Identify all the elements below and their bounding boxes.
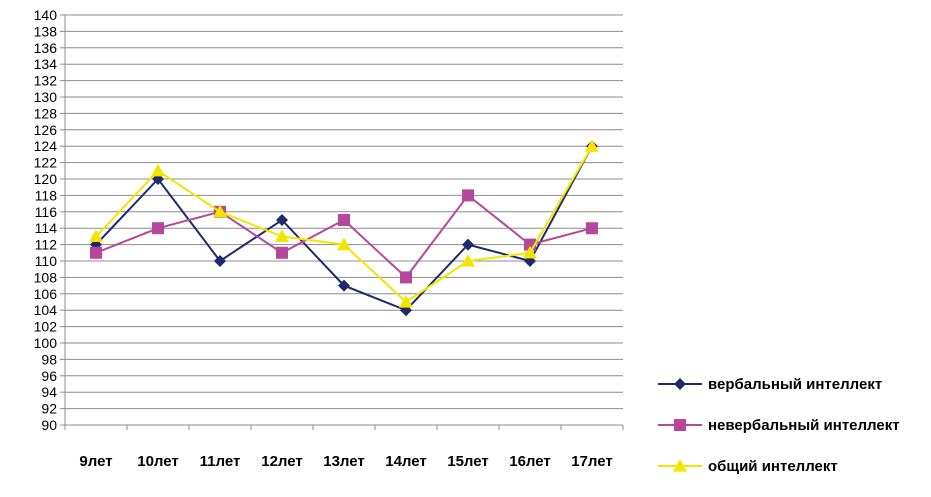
data-point <box>585 139 599 152</box>
y-tick-label: 118 <box>35 187 58 203</box>
y-tick-label: 130 <box>34 89 58 105</box>
y-tick-label: 92 <box>41 401 57 417</box>
y-tick-label: 140 <box>34 7 58 23</box>
legend-marker <box>673 459 687 472</box>
x-tick-label: 14лет <box>385 453 427 470</box>
x-tick-label: 11лет <box>200 453 241 470</box>
data-point <box>89 229 103 242</box>
data-point <box>214 255 226 267</box>
y-tick-label: 106 <box>34 286 58 302</box>
series-line <box>95 193 593 279</box>
legend-label: общий интеллект <box>708 458 838 475</box>
series-lines <box>89 139 599 317</box>
data-point <box>462 189 474 202</box>
data-point <box>152 222 164 235</box>
y-tick-label: 108 <box>34 269 58 285</box>
y-tick-label: 110 <box>35 253 58 269</box>
data-point <box>462 238 474 251</box>
x-axis-ticks: 9лет 10лет 11лет 12лет 13лет 14лет 15лет 16лет 1… <box>79 453 612 470</box>
legend-item-2: общий интеллект <box>658 458 838 475</box>
legend: вербальный интеллект невербальный интелле… <box>658 376 900 475</box>
data-point <box>399 295 413 308</box>
legend-marker <box>674 419 686 431</box>
y-tick-label: 104 <box>34 302 58 318</box>
y-tick-label: 112 <box>35 237 58 253</box>
x-tick-label: 17лет <box>571 453 613 470</box>
y-tick-label: 126 <box>34 122 58 138</box>
y-tick-label: 102 <box>34 319 58 335</box>
x-tick-label: 9лет <box>79 453 112 470</box>
y-tick-label: 98 <box>41 351 57 367</box>
x-tick-label: 13лет <box>323 453 365 470</box>
data-point <box>338 279 350 292</box>
y-tick-label: 94 <box>41 384 57 400</box>
y-tick-label: 120 <box>34 171 58 187</box>
data-point <box>586 222 598 235</box>
x-tick-label: 12лет <box>261 453 303 470</box>
x-tick-label: 10лет <box>137 453 179 470</box>
data-point <box>276 246 288 259</box>
x-tick-label: 15лет <box>447 453 489 470</box>
y-tick-label: 128 <box>34 105 58 121</box>
y-tick-label: 96 <box>41 368 57 384</box>
data-point <box>400 271 412 284</box>
legend-item-0: вербальный интеллект <box>658 376 882 393</box>
y-tick-label: 138 <box>34 23 58 39</box>
legend-label: вербальный интеллект <box>708 376 882 393</box>
data-point <box>276 214 288 226</box>
y-tick-label: 114 <box>35 220 58 236</box>
x-tick-label: 16лет <box>509 453 551 470</box>
data-point <box>151 163 165 177</box>
y-tick-label: 124 <box>34 138 58 154</box>
data-point <box>213 204 227 218</box>
legend-label: невербальный интеллект <box>708 417 900 434</box>
data-point <box>337 237 351 251</box>
legend-marker <box>674 378 686 390</box>
y-tick-label: 132 <box>34 73 58 89</box>
data-point <box>275 229 289 242</box>
y-tick-label: 134 <box>34 56 58 72</box>
y-tick-label: 136 <box>34 40 58 56</box>
y-axis-ticks: 9092949698100102104106108110112114116118… <box>34 7 58 433</box>
y-tick-label: 90 <box>41 417 57 433</box>
y-tick-label: 116 <box>35 204 58 220</box>
y-tick-label: 100 <box>34 335 58 351</box>
series-1 <box>90 189 598 284</box>
data-point <box>461 254 475 267</box>
series-2 <box>89 139 599 308</box>
data-point <box>523 245 537 259</box>
y-tick-label: 122 <box>34 155 58 171</box>
legend-item-1: невербальный интеллект <box>658 417 900 434</box>
data-point <box>338 214 350 226</box>
data-point <box>90 246 102 259</box>
